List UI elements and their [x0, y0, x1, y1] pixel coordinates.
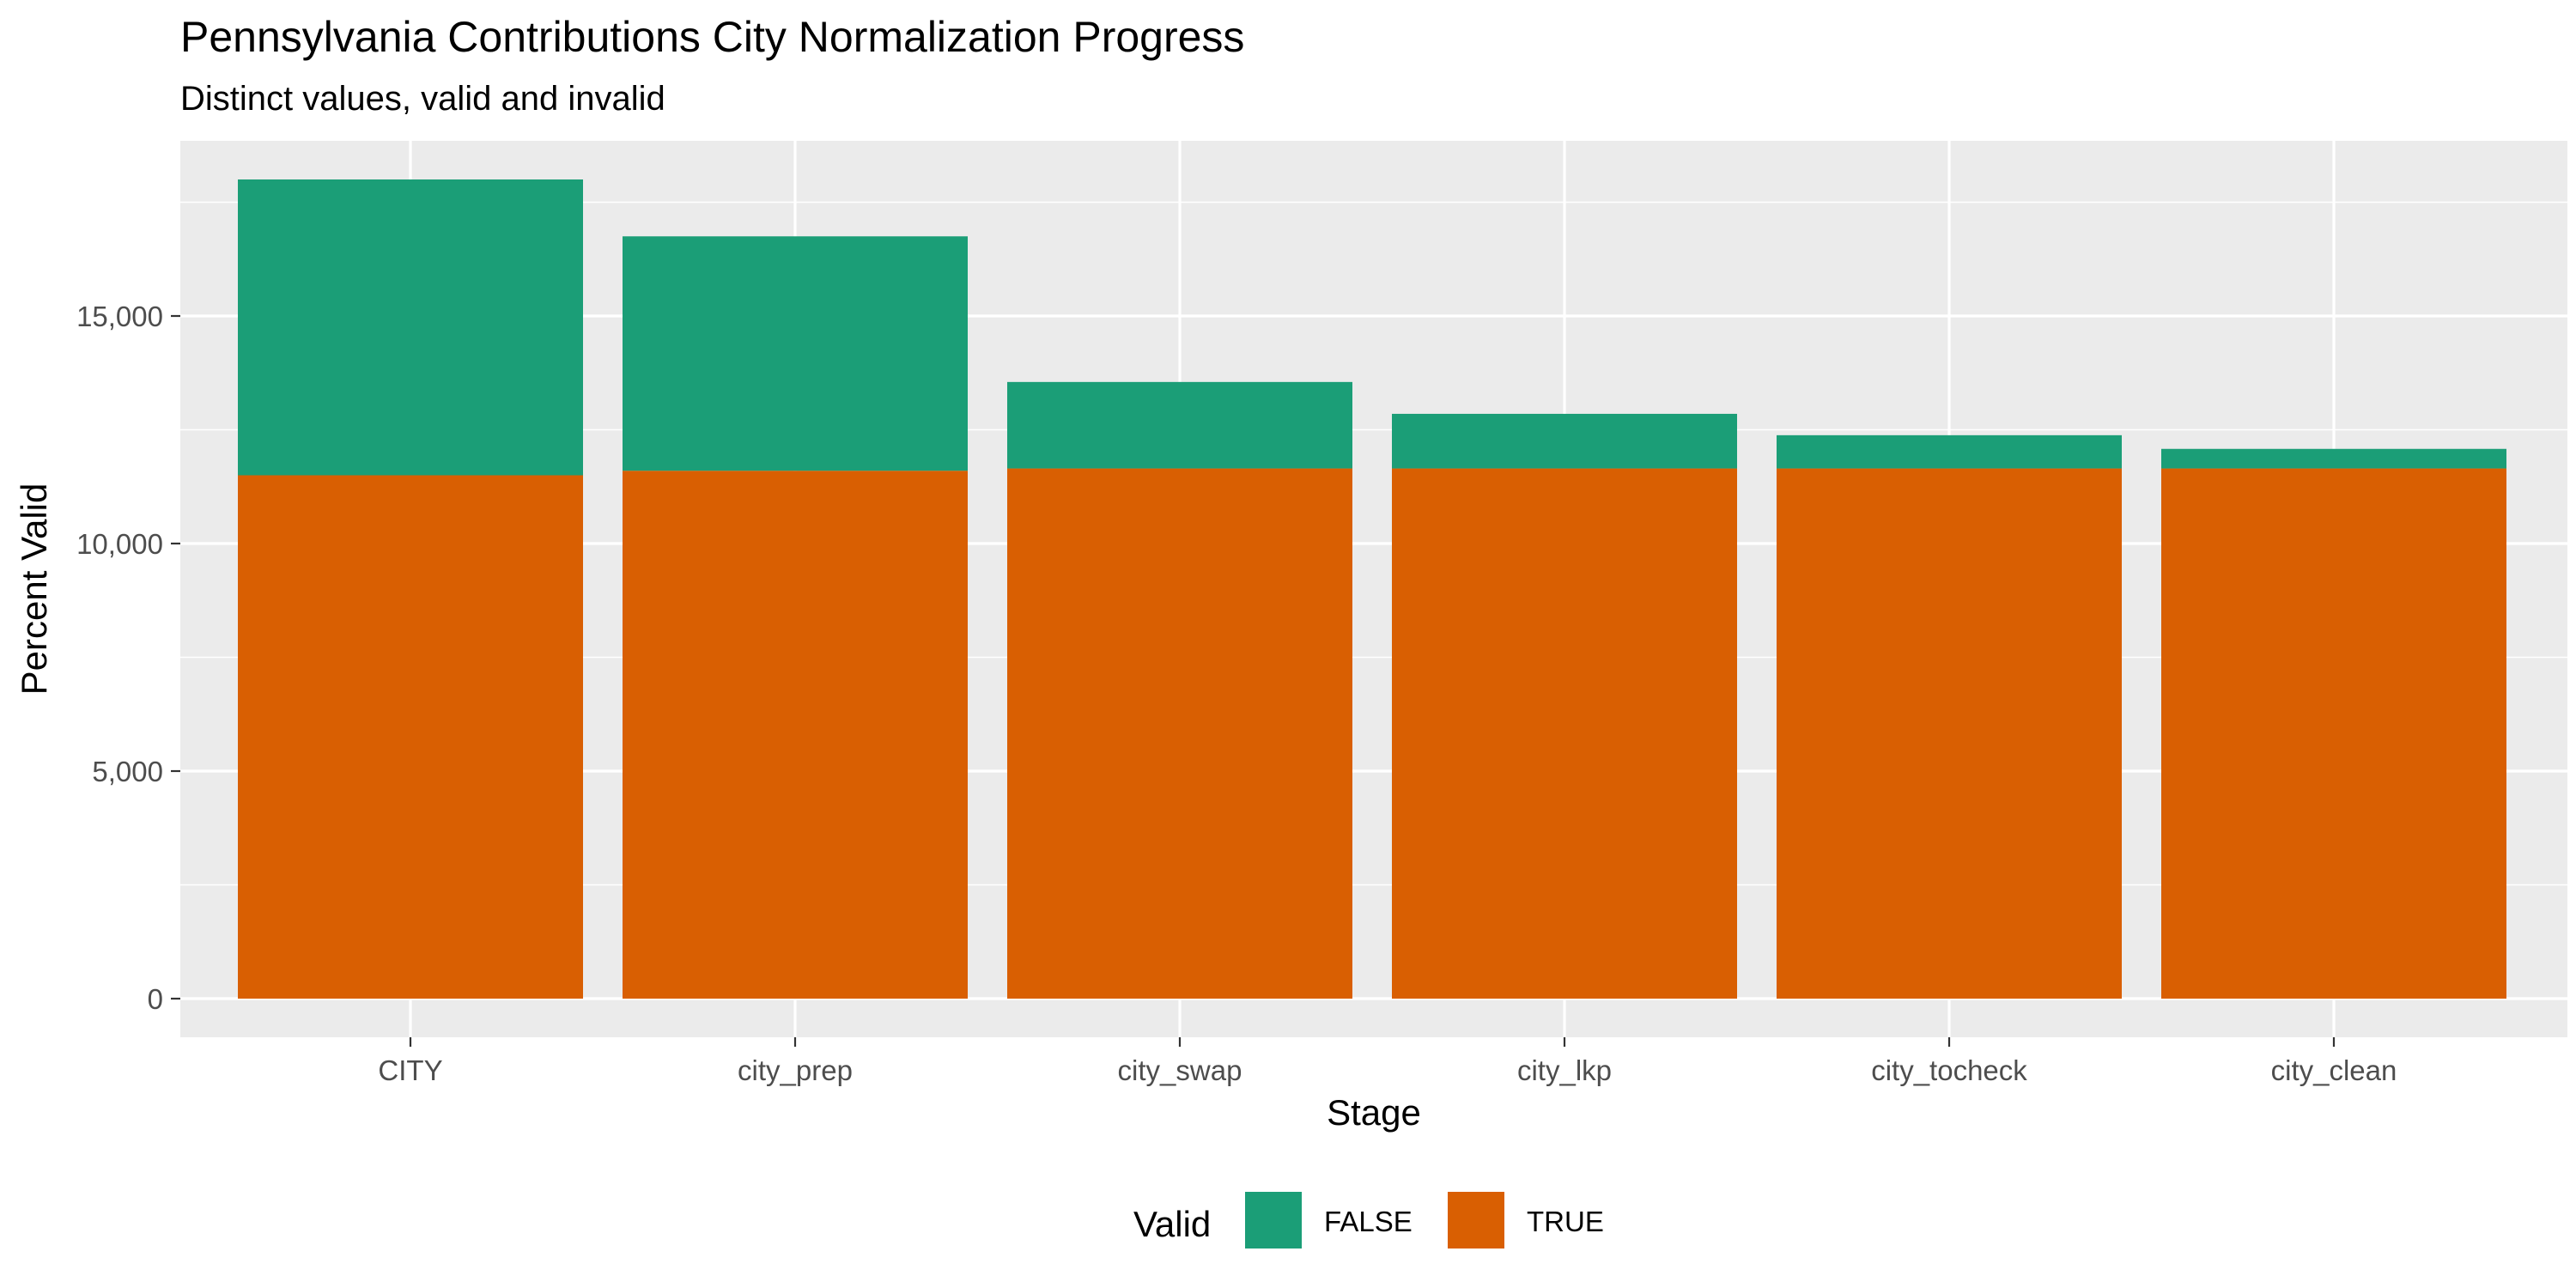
legend-label-true: TRUE [1527, 1206, 1604, 1237]
legend-swatch-false [1245, 1192, 1302, 1249]
legend-swatch-true [1448, 1192, 1504, 1249]
bars [238, 179, 2506, 999]
bar-true-city_lkp [1392, 468, 1737, 999]
bar-true-CITY [238, 475, 583, 999]
y-tick-label: 5,000 [92, 756, 163, 787]
chart-title: Pennsylvania Contributions City Normaliz… [180, 13, 1244, 61]
bar-true-city_tocheck [1777, 468, 2122, 999]
y-tick-label: 15,000 [76, 301, 163, 332]
x-axis: CITY city_prep city_swap city_lkp city_toche… [378, 1037, 2397, 1086]
y-axis: 0 5,000 10,000 15,000 [76, 301, 180, 1015]
x-tick-label: city_clean [2271, 1054, 2397, 1086]
legend: Valid FALSE TRUE [1133, 1192, 1604, 1249]
bar-false-city_clean [2161, 448, 2506, 469]
bar-false-city_prep [623, 236, 968, 471]
legend-title: Valid [1133, 1204, 1211, 1244]
bar-false-CITY [238, 179, 583, 476]
x-tick-label: city_swap [1118, 1054, 1242, 1086]
bar-true-city_prep [623, 471, 968, 999]
x-axis-title: Stage [1327, 1092, 1421, 1133]
x-tick-label: city_prep [738, 1054, 853, 1086]
y-axis-title: Percent Valid [14, 483, 54, 696]
x-tick-label: CITY [378, 1054, 442, 1086]
x-tick-label: city_lkp [1517, 1054, 1612, 1086]
bar-false-city_swap [1007, 381, 1352, 469]
bar-true-city_clean [2161, 468, 2506, 999]
bar-true-city_swap [1007, 468, 1352, 999]
y-tick-label: 0 [148, 983, 163, 1015]
legend-label-false: FALSE [1324, 1206, 1413, 1237]
bar-false-city_tocheck [1777, 434, 2122, 469]
x-tick-label: city_tocheck [1871, 1054, 2027, 1086]
y-tick-label: 10,000 [76, 528, 163, 560]
chart-subtitle: Distinct values, valid and invalid [180, 80, 665, 118]
bar-false-city_lkp [1392, 413, 1737, 469]
